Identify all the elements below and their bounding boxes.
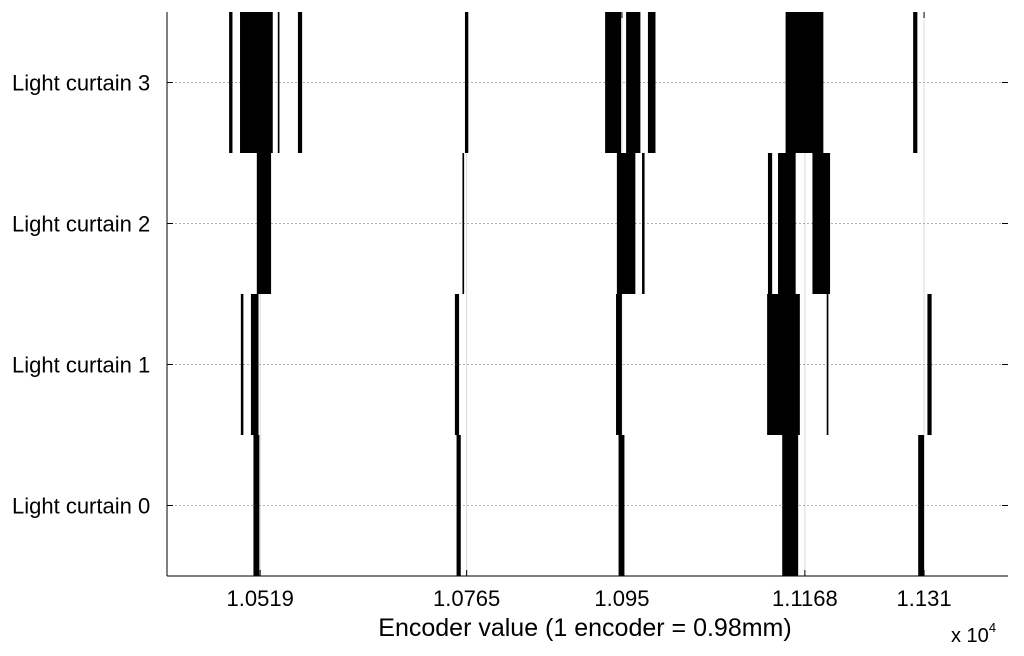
bar-curtain-1-6 (927, 294, 932, 435)
bar-curtain-0-2 (618, 435, 625, 576)
x-axis-label: Encoder value (1 encoder = 0.98mm) (378, 614, 791, 642)
x-multiplier-exponent: 4 (989, 620, 996, 635)
bar-curtain-3-9 (913, 12, 918, 153)
x-tick-label-2: 1.095 (594, 586, 649, 611)
bar-curtain-1-2 (454, 294, 460, 435)
x-tick-label-1: 1.0765 (433, 586, 500, 611)
labels-layer: 1.0519 1.0765 1.095 1.1168 1.131 Light curtai… (12, 71, 952, 612)
x-axis-multiplier: x 104 (951, 620, 996, 647)
bar-curtain-0-3 (782, 435, 799, 576)
grid-layer (167, 12, 1008, 576)
bar-curtain-2-2 (616, 153, 636, 294)
bar-curtain-1-0 (240, 294, 244, 435)
x-tick-label-4: 1.131 (897, 586, 952, 611)
x-multiplier-base: x 10 (951, 625, 989, 647)
bar-curtain-3-5 (605, 12, 622, 153)
bar-curtain-3-4 (464, 12, 469, 153)
bar-curtain-0-0 (253, 435, 260, 576)
bar-curtain-2-1 (462, 153, 465, 294)
bar-curtain-3-7 (647, 12, 656, 153)
bar-curtain-2-3 (642, 153, 645, 294)
bar-curtain-2-0 (256, 153, 272, 294)
bar-curtain-2-4 (767, 153, 773, 294)
bar-curtain-1-4 (767, 294, 800, 435)
axes-layer (166, 12, 1008, 577)
bar-curtain-1-3 (616, 294, 622, 435)
bar-curtain-0-1 (456, 435, 461, 576)
bar-curtain-2-6 (812, 153, 831, 294)
bar-curtain-1-1 (250, 294, 259, 435)
bar-curtain-3-2 (277, 12, 280, 153)
bar-curtain-3-0 (229, 12, 233, 153)
x-tick-label-3: 1.1168 (772, 586, 838, 611)
bar-curtain-3-6 (626, 12, 641, 153)
bar-curtain-2-5 (778, 153, 796, 294)
y-category-label-2: Light curtain 2 (12, 212, 150, 237)
bar-curtain-0-4 (918, 435, 925, 576)
bar-curtain-1-5 (826, 294, 829, 435)
bar-curtain-3-8 (785, 12, 824, 153)
bar-curtain-3-1 (240, 12, 273, 153)
x-tick-label-0: 1.0519 (227, 586, 294, 611)
y-category-label-0: Light curtain 0 (12, 494, 150, 519)
bars-layer (229, 12, 932, 576)
y-category-label-1: Light curtain 1 (12, 353, 150, 378)
y-category-label-3: Light curtain 3 (12, 71, 150, 96)
bar-curtain-3-3 (297, 12, 303, 153)
